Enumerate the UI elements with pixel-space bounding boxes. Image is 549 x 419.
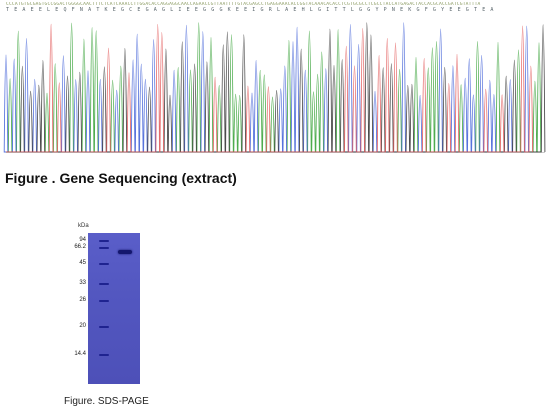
trace-G	[6, 22, 546, 153]
marker-band-33	[99, 283, 109, 285]
marker-label-66-2: 66.2	[74, 244, 86, 250]
marker-band-45	[99, 263, 109, 265]
marker-label-94: 94	[79, 237, 86, 243]
marker-band-20	[99, 326, 109, 328]
sample-band	[118, 250, 132, 254]
gene-sequencing-caption: Figure . Gene Sequencing (extract)	[5, 170, 237, 186]
marker-band-26	[99, 300, 109, 302]
sds-page-caption: Figure. SDS-PAGE	[64, 396, 149, 407]
marker-label-45: 45	[79, 260, 86, 266]
marker-label-26: 26	[79, 297, 86, 303]
marker-band-14-4	[99, 354, 109, 356]
trace-T	[6, 24, 534, 153]
sequencing-chromatogram	[3, 22, 546, 153]
base-call-sequence: CCCATGTGCGAGTGCCGGACTGGGGCAACTTTCTCATCAA…	[6, 2, 481, 7]
marker-label-20: 20	[79, 323, 86, 329]
marker-label-33: 33	[79, 280, 86, 286]
marker-label-14-4: 14.4	[74, 351, 86, 357]
amino-acid-sequence: TEAEELEQFNATKEGCEGAGLIEEGGGKEEIGRLAEHLGI…	[6, 7, 499, 13]
sds-page-figure: kDa 94 66.2 45 33 26 20 14.4	[74, 221, 144, 386]
marker-band-94	[99, 240, 109, 242]
marker-band-66-2	[99, 247, 109, 249]
kda-unit-label: kDa	[78, 223, 89, 229]
sds-page-gel	[88, 233, 140, 384]
